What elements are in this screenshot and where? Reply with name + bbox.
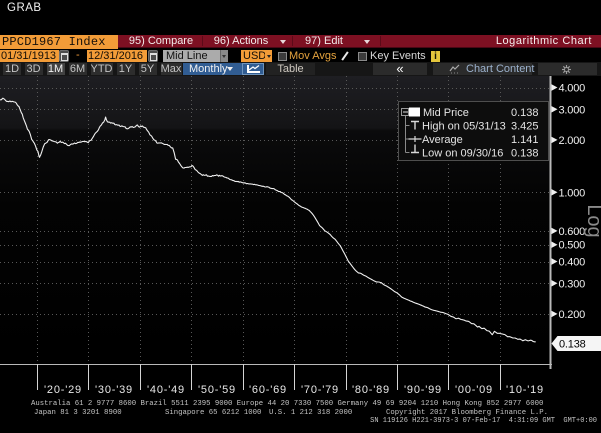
svg-text:Average: Average [422,134,463,146]
svg-text:'80-'89: '80-'89 [352,384,390,396]
svg-text:'30-'39: '30-'39 [95,384,133,396]
svg-text:0.138: 0.138 [511,107,539,119]
svg-text:3.000: 3.000 [559,104,586,116]
svg-text:0.138: 0.138 [559,339,586,351]
svg-text:0.200: 0.200 [559,309,586,321]
svg-text:0.138: 0.138 [511,148,539,160]
svg-text:3.425: 3.425 [511,121,539,133]
svg-text:'10-'19: '10-'19 [506,384,544,396]
svg-text:'50-'59: '50-'59 [198,384,236,396]
svg-text:0.500: 0.500 [559,240,586,252]
svg-text:Low on 09/30/16: Low on 09/30/16 [422,148,503,160]
svg-text:'60-'69: '60-'69 [249,384,287,396]
svg-text:'70-'79: '70-'79 [301,384,339,396]
svg-text:Log: Log [583,204,601,237]
svg-text:0.300: 0.300 [559,278,586,290]
svg-text:4.000: 4.000 [559,83,586,95]
svg-text:2.000: 2.000 [559,135,586,147]
svg-text:1.000: 1.000 [559,187,586,199]
svg-text:'20-'29: '20-'29 [44,384,82,396]
svg-text:0.600: 0.600 [559,226,586,238]
svg-text:0.400: 0.400 [559,257,586,269]
svg-text:'00-'09: '00-'09 [455,384,493,396]
svg-text:1.141: 1.141 [511,134,539,146]
svg-text:'90-'99: '90-'99 [404,384,442,396]
svg-text:'40-'49: '40-'49 [147,384,185,396]
svg-text:Mid Price: Mid Price [423,107,469,119]
svg-text:High on 05/31/13: High on 05/31/13 [422,121,506,133]
